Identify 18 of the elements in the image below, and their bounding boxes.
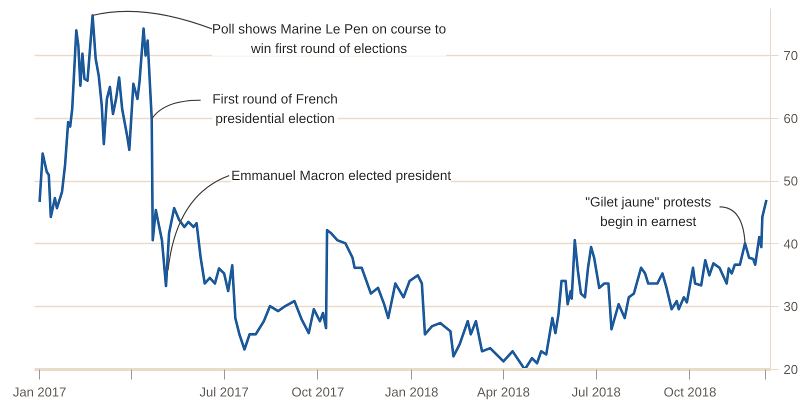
y-tick-label: 60 <box>784 110 798 126</box>
annotation: First round of French presidential election <box>212 92 338 126</box>
y-tick-label: 40 <box>784 236 798 252</box>
annotation: Poll shows Marine Le Pen on course to win first round of elections <box>212 21 446 56</box>
x-tick-label: Oct 2017 <box>292 384 344 400</box>
line-series <box>38 14 768 370</box>
y-tick-label: 30 <box>784 299 798 314</box>
x-tick-label: Jul 2017 <box>200 384 249 400</box>
annotation: Emmanuel Macron elected president <box>231 168 452 183</box>
x-tick-label: Jan 2017 <box>12 384 66 400</box>
annotation: "Gilet jaune" protests begin in earnest <box>585 194 712 230</box>
x-tick-label: Jul 2018 <box>572 384 621 400</box>
y-tick-label: 70 <box>784 48 798 64</box>
y-tick-label: 50 <box>784 174 798 189</box>
x-tick-label: Oct 2018 <box>664 384 716 400</box>
x-tick-label: Jan 2018 <box>384 384 438 400</box>
y-tick-label: 20 <box>784 362 798 377</box>
x-tick-label: Apr 2018 <box>477 384 530 400</box>
